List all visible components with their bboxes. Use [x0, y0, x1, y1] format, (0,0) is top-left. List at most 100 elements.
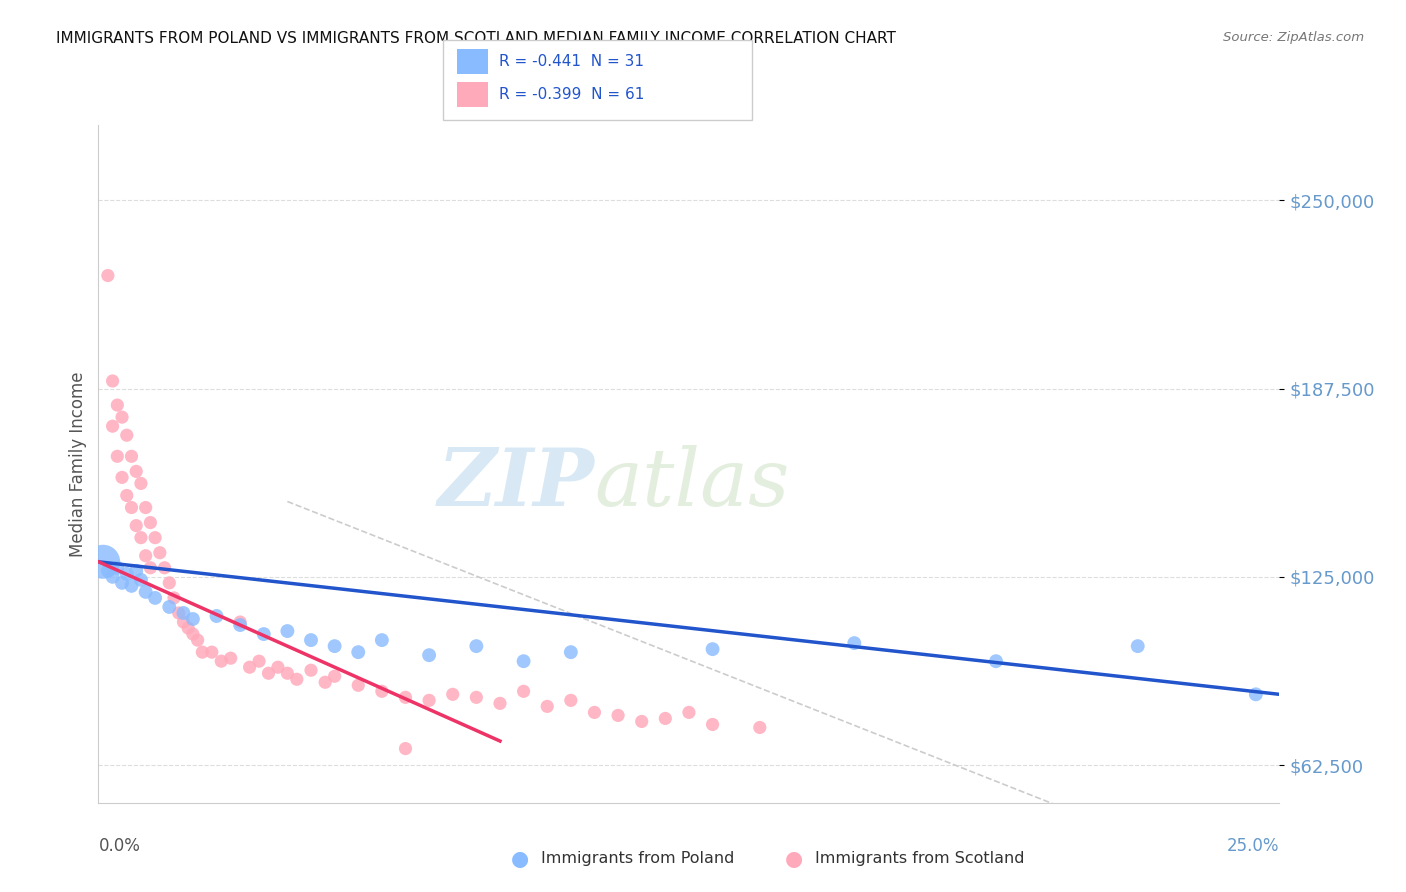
Point — [347, 645, 370, 659]
Point — [115, 488, 138, 502]
Point — [181, 627, 204, 641]
Point — [181, 612, 204, 626]
Text: R = -0.399  N = 61: R = -0.399 N = 61 — [499, 87, 644, 102]
Point — [984, 654, 1007, 668]
Point — [465, 690, 488, 705]
Point — [139, 561, 162, 575]
Point — [139, 516, 162, 530]
Y-axis label: Median Family Income: Median Family Income — [69, 371, 87, 557]
Point — [101, 374, 124, 388]
Point — [418, 693, 440, 707]
Point — [157, 599, 180, 614]
Point — [229, 615, 252, 629]
Point — [187, 633, 209, 648]
Point — [125, 564, 148, 578]
Point — [239, 660, 262, 674]
Point — [149, 546, 172, 560]
Point — [512, 654, 534, 668]
Point — [1244, 687, 1267, 701]
Point — [560, 693, 582, 707]
Point — [115, 566, 138, 581]
Point — [219, 651, 242, 665]
Text: 0.0%: 0.0% — [98, 837, 141, 855]
Point — [191, 645, 214, 659]
Point — [748, 721, 770, 735]
Point — [371, 633, 394, 648]
Point — [209, 654, 232, 668]
Text: IMMIGRANTS FROM POLAND VS IMMIGRANTS FROM SCOTLAND MEDIAN FAMILY INCOME CORRELAT: IMMIGRANTS FROM POLAND VS IMMIGRANTS FRO… — [56, 31, 896, 46]
Point — [101, 419, 124, 434]
Point — [607, 708, 630, 723]
Point — [167, 606, 190, 620]
Point — [314, 675, 336, 690]
Point — [177, 621, 200, 635]
Text: Source: ZipAtlas.com: Source: ZipAtlas.com — [1223, 31, 1364, 45]
Text: 25.0%: 25.0% — [1227, 837, 1279, 855]
Point — [129, 531, 152, 545]
Point — [702, 717, 724, 731]
Point — [371, 684, 394, 698]
Point — [512, 684, 534, 698]
Point — [299, 663, 322, 677]
Point — [205, 609, 228, 624]
Point — [135, 585, 157, 599]
Point — [560, 645, 582, 659]
Point — [105, 561, 128, 575]
Point — [121, 579, 143, 593]
Point — [323, 669, 346, 683]
Point — [172, 606, 194, 620]
Point — [489, 697, 512, 711]
Point — [121, 500, 143, 515]
Point — [299, 633, 322, 648]
Point — [441, 687, 464, 701]
Point — [257, 666, 280, 681]
Point — [163, 591, 186, 605]
Point — [583, 706, 606, 720]
Point — [125, 518, 148, 533]
Point — [394, 690, 416, 705]
Point — [143, 531, 166, 545]
Point — [229, 618, 252, 632]
Point — [97, 268, 120, 283]
Point — [536, 699, 558, 714]
Point — [135, 549, 157, 563]
Point — [285, 673, 308, 687]
Point — [105, 398, 128, 412]
Point — [153, 561, 176, 575]
Point — [267, 660, 290, 674]
Text: ZIP: ZIP — [437, 445, 595, 523]
Point — [247, 654, 270, 668]
Point — [111, 470, 134, 484]
Point — [172, 615, 194, 629]
Point — [276, 666, 298, 681]
Point — [135, 500, 157, 515]
Point — [323, 639, 346, 653]
Text: ●: ● — [512, 849, 529, 869]
Point — [465, 639, 488, 653]
Point — [101, 570, 124, 584]
Point — [702, 642, 724, 657]
Point — [111, 410, 134, 425]
Text: ●: ● — [786, 849, 803, 869]
Point — [844, 636, 866, 650]
Point — [129, 573, 152, 587]
Point — [91, 555, 114, 569]
Point — [1126, 639, 1149, 653]
Point — [121, 450, 143, 464]
Point — [347, 678, 370, 692]
Point — [678, 706, 700, 720]
Point — [129, 476, 152, 491]
Point — [201, 645, 224, 659]
Point — [115, 428, 138, 442]
Point — [630, 714, 652, 729]
Point — [394, 741, 416, 756]
Text: atlas: atlas — [595, 445, 790, 523]
Point — [111, 575, 134, 590]
Point — [157, 575, 180, 590]
Point — [105, 450, 128, 464]
Point — [97, 564, 120, 578]
Point — [654, 711, 676, 725]
Text: R = -0.441  N = 31: R = -0.441 N = 31 — [499, 54, 644, 69]
Point — [253, 627, 276, 641]
Text: Immigrants from Scotland: Immigrants from Scotland — [815, 852, 1025, 866]
